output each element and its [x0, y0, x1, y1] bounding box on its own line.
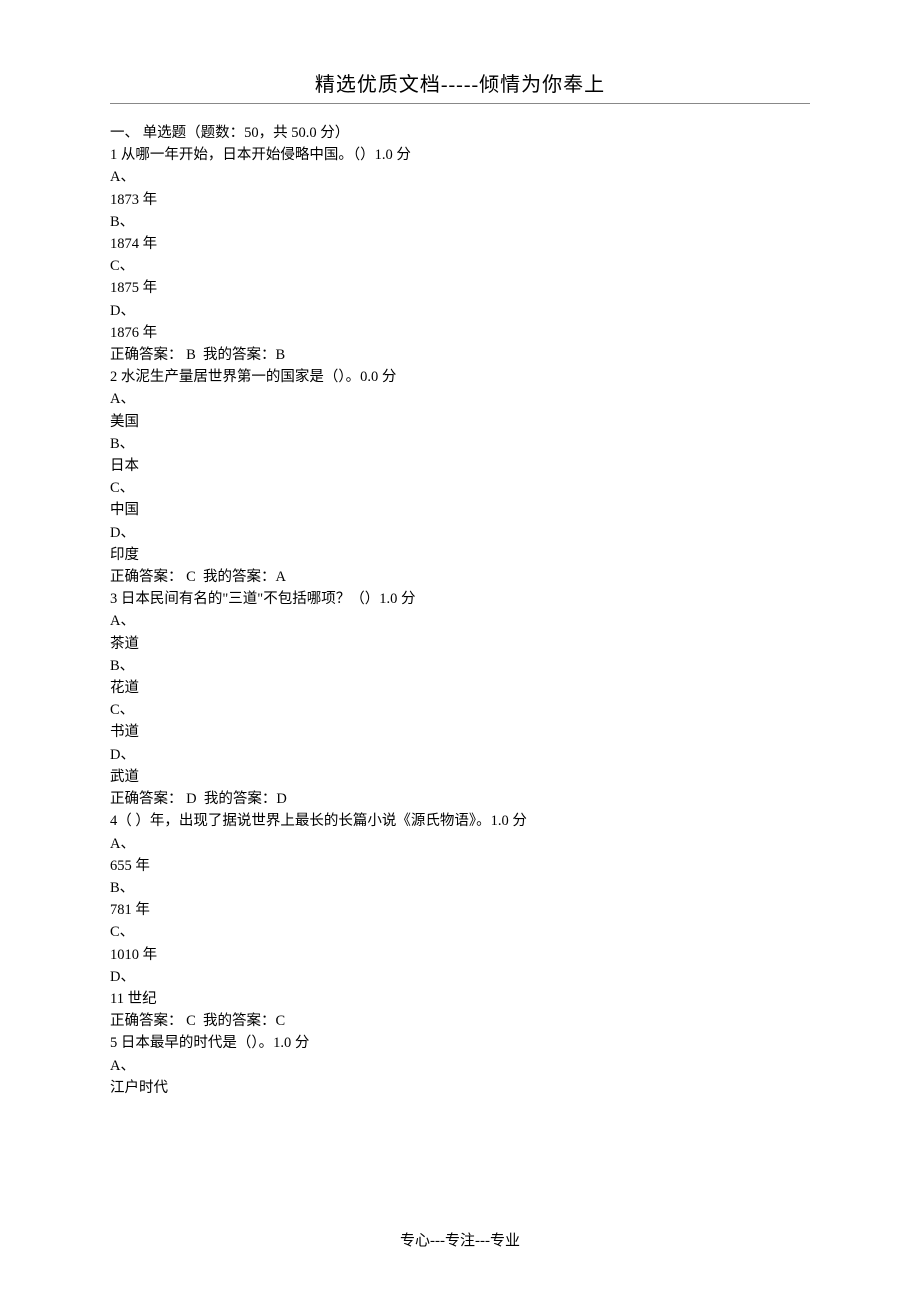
option-text: 1875 年 — [110, 277, 810, 299]
option-label: D、 — [110, 966, 810, 988]
question-stem: 4（ ）年，出现了据说世界上最长的长篇小说《源氏物语》。1.0 分 — [110, 810, 810, 832]
option-label: C、 — [110, 921, 810, 943]
option-text: 1874 年 — [110, 233, 810, 255]
option-label: A、 — [110, 833, 810, 855]
option-text: 印度 — [110, 544, 810, 566]
header-rule — [110, 103, 810, 104]
option-label: A、 — [110, 610, 810, 632]
answer-line: 正确答案： B 我的答案：B — [110, 344, 810, 366]
option-text: 655 年 — [110, 855, 810, 877]
question-stem: 1 从哪一年开始，日本开始侵略中国。（）1.0 分 — [110, 144, 810, 166]
option-text: 中国 — [110, 499, 810, 521]
option-label: B、 — [110, 877, 810, 899]
option-text: 11 世纪 — [110, 988, 810, 1010]
question-stem: 2 水泥生产量居世界第一的国家是（）。0.0 分 — [110, 366, 810, 388]
option-label: C、 — [110, 699, 810, 721]
option-label: D、 — [110, 300, 810, 322]
option-label: B、 — [110, 655, 810, 677]
page-footer: 专心---专注---专业 — [0, 1229, 920, 1250]
option-text: 1873 年 — [110, 189, 810, 211]
option-text: 书道 — [110, 721, 810, 743]
option-label: A、 — [110, 388, 810, 410]
option-label: D、 — [110, 522, 810, 544]
option-label: D、 — [110, 744, 810, 766]
option-text: 781 年 — [110, 899, 810, 921]
document-page: 精选优质文档-----倾情为你奉上 一、 单选题（题数：50，共 50.0 分）… — [0, 0, 920, 1302]
answer-line: 正确答案： D 我的答案：D — [110, 788, 810, 810]
page-header-title: 精选优质文档-----倾情为你奉上 — [110, 68, 810, 97]
option-label: C、 — [110, 255, 810, 277]
option-label: B、 — [110, 211, 810, 233]
option-text: 武道 — [110, 766, 810, 788]
question-stem: 3 日本民间有名的"三道"不包括哪项？（）1.0 分 — [110, 588, 810, 610]
option-text: 江户时代 — [110, 1077, 810, 1099]
answer-line: 正确答案： C 我的答案：A — [110, 566, 810, 588]
option-label: C、 — [110, 477, 810, 499]
option-label: A、 — [110, 1055, 810, 1077]
option-text: 日本 — [110, 455, 810, 477]
question-stem: 5 日本最早的时代是（）。1.0 分 — [110, 1032, 810, 1054]
option-text: 1010 年 — [110, 944, 810, 966]
option-label: B、 — [110, 433, 810, 455]
option-text: 1876 年 — [110, 322, 810, 344]
option-label: A、 — [110, 166, 810, 188]
answer-line: 正确答案： C 我的答案：C — [110, 1010, 810, 1032]
option-text: 花道 — [110, 677, 810, 699]
option-text: 茶道 — [110, 633, 810, 655]
option-text: 美国 — [110, 411, 810, 433]
document-body: 一、 单选题（题数：50，共 50.0 分） 1 从哪一年开始，日本开始侵略中国… — [110, 122, 810, 1099]
section-heading: 一、 单选题（题数：50，共 50.0 分） — [110, 122, 810, 144]
